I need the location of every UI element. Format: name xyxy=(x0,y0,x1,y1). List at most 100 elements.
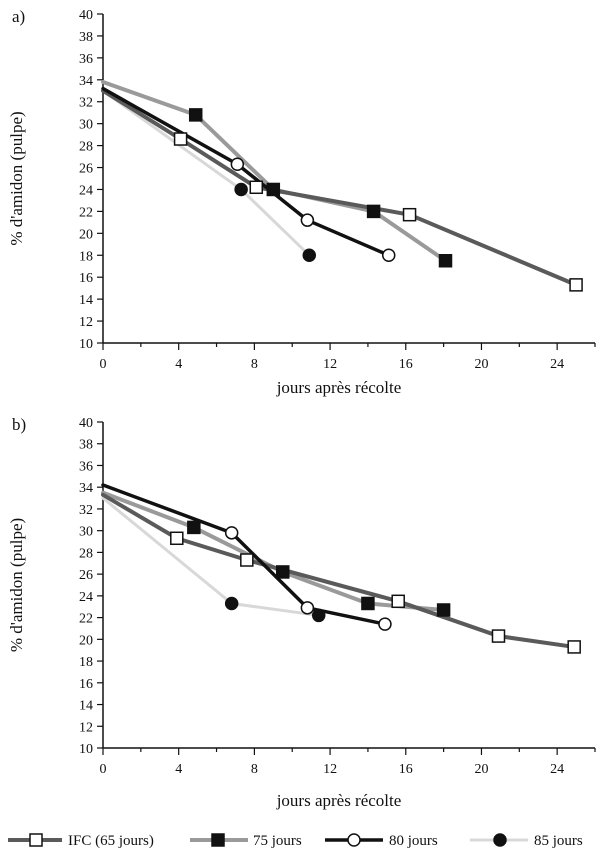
y-tick-label: 28 xyxy=(79,140,93,155)
y-tick-label: 26 xyxy=(79,162,93,177)
y-tick-label: 20 xyxy=(79,227,93,242)
data-point-ifc xyxy=(240,553,254,567)
y-axis-title: % d'amidon (pulpe) xyxy=(7,518,26,652)
series-line-75 xyxy=(101,79,448,263)
x-tick-label: 4 xyxy=(175,762,182,777)
data-point-80 xyxy=(378,617,392,631)
x-tick-label: 12 xyxy=(323,357,337,372)
panel-label: b) xyxy=(12,415,26,434)
data-point-ifc xyxy=(173,132,188,146)
y-tick-label: 18 xyxy=(79,249,93,264)
y-tick-label: 32 xyxy=(79,503,93,518)
data-point-75 xyxy=(361,596,375,611)
y-tick-label: 38 xyxy=(79,30,93,45)
x-tick-label: 8 xyxy=(251,357,258,372)
legend-swatch-ifc-marker xyxy=(29,833,43,847)
y-tick-label: 16 xyxy=(79,677,93,692)
y-tick-label: 14 xyxy=(79,699,93,714)
y-tick-label: 10 xyxy=(79,742,93,757)
y-tick-label: 22 xyxy=(79,612,93,627)
y-tick-label: 34 xyxy=(79,481,93,496)
legend-label-75: 75 jours xyxy=(253,833,302,849)
y-tick-label: 28 xyxy=(79,546,93,561)
data-point-85 xyxy=(234,182,248,197)
data-point-ifc xyxy=(249,180,264,195)
series-line-80 xyxy=(101,483,387,626)
legend-item-75: 75 jours xyxy=(190,833,302,849)
y-tick-label: 30 xyxy=(79,118,93,133)
panel-b: b) 10 12 14 16 18 20 22 24 26 28 30 32 34 36 38 40 0 4 8 12 1… xyxy=(7,415,596,810)
data-point-80 xyxy=(300,213,315,227)
data-point-85 xyxy=(224,596,239,611)
series-line-85 xyxy=(101,89,311,257)
y-tick-label: 36 xyxy=(79,52,93,67)
x-tick-label: 16 xyxy=(399,762,413,777)
x-tick-label: 24 xyxy=(550,762,564,777)
data-point-80 xyxy=(224,526,239,540)
panel-label: a) xyxy=(12,7,25,26)
data-point-ifc xyxy=(491,629,506,643)
y-tick-label: 12 xyxy=(79,315,93,330)
legend-label-ifc: IFC (65 jours) xyxy=(68,833,154,849)
x-tick-label: 24 xyxy=(550,357,564,372)
data-point-ifc xyxy=(170,531,184,546)
data-point-75 xyxy=(188,108,203,122)
y-tick-label: 38 xyxy=(79,438,93,453)
y-tick-label: 32 xyxy=(79,96,93,111)
data-point-75 xyxy=(438,254,453,268)
y-tick-label: 10 xyxy=(79,337,93,352)
x-tick-label: 16 xyxy=(399,357,413,372)
data-point-75 xyxy=(436,603,451,617)
y-tick-label: 14 xyxy=(79,293,93,308)
panel-a: a) 10 12 14 16 18 20 22 24 26 28 30 32 34 36 38 40 0 4 8 12 1… xyxy=(7,7,596,397)
y-tick-label: 34 xyxy=(79,74,93,89)
data-point-75 xyxy=(266,182,281,197)
series-line-ifc xyxy=(101,88,579,287)
y-tick-label: 22 xyxy=(79,205,93,220)
y-tick-label: 24 xyxy=(79,590,93,605)
legend: IFC (65 jours) 75 jours 80 jours 85 jour… xyxy=(8,833,583,849)
x-tick-label: 20 xyxy=(474,762,488,777)
data-point-80 xyxy=(230,157,245,171)
x-tick-label: 20 xyxy=(474,357,488,372)
y-tick-label: 30 xyxy=(79,525,93,540)
y-tick-label: 36 xyxy=(79,459,93,474)
x-tick-label: 4 xyxy=(175,357,182,372)
series-line-80 xyxy=(101,86,391,258)
data-point-ifc xyxy=(567,640,581,654)
data-point-75 xyxy=(187,520,201,535)
y-tick-label: 12 xyxy=(79,720,93,735)
legend-label-80: 80 jours xyxy=(389,833,438,849)
legend-item-ifc: IFC (65 jours) xyxy=(8,833,154,849)
x-tick-label: 12 xyxy=(323,762,337,777)
y-tick-label: 40 xyxy=(79,8,93,23)
data-point-ifc xyxy=(402,207,417,222)
x-tick-label: 8 xyxy=(251,762,258,777)
legend-swatch-80-marker xyxy=(347,833,361,847)
y-tick-label: 16 xyxy=(79,271,93,286)
x-axis-title: jours après récolte xyxy=(276,791,402,810)
x-tick-label: 0 xyxy=(100,762,107,777)
y-tick-label: 26 xyxy=(79,568,93,583)
x-axis-title: jours après récolte xyxy=(276,378,402,397)
x-tick-label: 0 xyxy=(100,357,107,372)
data-point-85 xyxy=(311,608,326,623)
legend-item-80: 80 jours xyxy=(325,833,438,849)
data-point-ifc xyxy=(391,594,405,609)
legend-swatch-85-marker xyxy=(493,833,507,847)
legend-label-85: 85 jours xyxy=(534,833,583,849)
data-point-80 xyxy=(381,248,396,263)
legend-swatch-75-marker xyxy=(211,833,225,847)
data-point-75 xyxy=(276,565,290,579)
y-axis-title: % d'amidon (pulpe) xyxy=(7,111,26,245)
y-tick-label: 20 xyxy=(79,633,93,648)
y-tick-label: 24 xyxy=(79,183,93,198)
y-tick-label: 18 xyxy=(79,655,93,670)
data-point-80 xyxy=(300,601,315,615)
data-point-ifc xyxy=(569,278,583,292)
data-point-85 xyxy=(302,248,317,263)
legend-item-85: 85 jours xyxy=(470,833,583,849)
data-point-75 xyxy=(366,204,381,219)
series-line-ifc xyxy=(101,492,577,649)
